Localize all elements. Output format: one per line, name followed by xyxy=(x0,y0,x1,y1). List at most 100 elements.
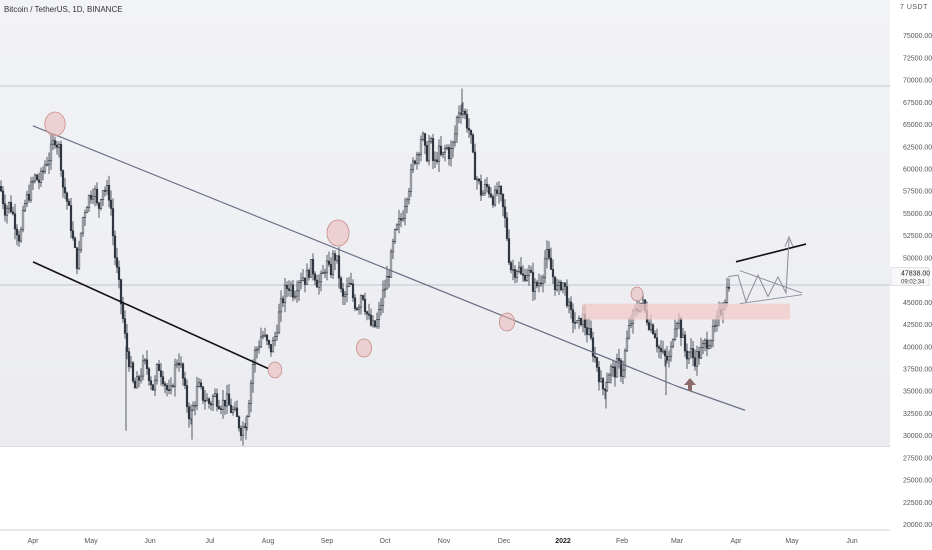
candle-body xyxy=(299,280,303,283)
candle-body xyxy=(459,112,463,115)
candle-body xyxy=(241,426,245,436)
candle-body xyxy=(79,232,83,251)
candle-body xyxy=(189,409,193,420)
candle-body xyxy=(289,284,293,291)
y-tick-label: 35000.00 xyxy=(903,389,932,396)
candle-body xyxy=(117,266,121,280)
candle-body xyxy=(305,270,309,285)
candle-body xyxy=(543,258,547,278)
y-tick-label: 55000.00 xyxy=(903,211,932,218)
candle-body xyxy=(495,189,499,194)
x-tick-label: Sep xyxy=(321,538,334,545)
candle-body xyxy=(457,112,461,118)
candle-body xyxy=(77,249,81,269)
ascending-trendline[interactable] xyxy=(32,261,269,370)
candle-body xyxy=(147,368,151,381)
candle-body xyxy=(125,333,129,352)
candle-body xyxy=(481,192,485,196)
candle-body xyxy=(237,416,241,429)
candle-body xyxy=(597,367,601,383)
candle-body xyxy=(43,164,47,172)
candle-body xyxy=(619,360,623,377)
candle-body xyxy=(53,140,57,146)
candle-body xyxy=(591,337,595,357)
candle-body xyxy=(511,269,515,271)
candle-body xyxy=(465,114,469,129)
candle-body xyxy=(607,374,611,383)
candle-body xyxy=(135,376,139,389)
candle-body xyxy=(569,301,573,311)
candle-body xyxy=(705,339,709,349)
candle-body xyxy=(151,384,155,391)
candle-body xyxy=(239,427,243,436)
candle-body xyxy=(283,285,287,304)
candle-body xyxy=(207,398,211,404)
candle-body xyxy=(387,276,391,278)
candle-body xyxy=(51,140,55,145)
candle-body xyxy=(137,376,141,381)
candle-body xyxy=(9,202,13,213)
candle-body xyxy=(99,199,103,209)
candle-body xyxy=(567,301,571,307)
candle-body xyxy=(419,139,423,155)
countdown-timer: 09:02:34 xyxy=(901,280,925,286)
candle-body xyxy=(347,282,351,288)
candle-body xyxy=(433,159,437,162)
candle-body xyxy=(119,279,123,305)
candle-body xyxy=(409,169,413,192)
candle-body xyxy=(473,151,477,180)
candle-body xyxy=(121,303,125,320)
candle-body xyxy=(193,405,197,407)
candle-body xyxy=(263,334,267,337)
candle-body xyxy=(587,328,591,335)
candle-body xyxy=(689,348,693,353)
candle-body xyxy=(179,363,183,366)
candle-body xyxy=(407,190,411,201)
candle-body xyxy=(447,147,451,160)
candle-body xyxy=(255,348,259,351)
candle-body xyxy=(329,264,333,276)
candle-body xyxy=(441,151,445,155)
candle-body xyxy=(233,407,237,411)
candle-body xyxy=(727,286,731,289)
descending-trendline[interactable] xyxy=(32,125,678,387)
candle-body xyxy=(83,212,87,218)
candle-body xyxy=(551,269,555,278)
candle-body xyxy=(0,185,3,192)
candle-body xyxy=(713,325,717,327)
ascending-trendline-extension xyxy=(735,243,807,263)
candle-body xyxy=(127,351,131,368)
candle-body xyxy=(169,385,173,391)
candle-body xyxy=(403,206,407,219)
candle-body xyxy=(455,117,459,135)
candle-body xyxy=(243,426,247,429)
candle-body xyxy=(571,309,575,323)
candle-body xyxy=(563,282,567,287)
candle-body xyxy=(235,407,239,417)
candle-body xyxy=(261,334,265,338)
touch-point-circle xyxy=(630,286,644,302)
candle-body xyxy=(181,363,185,379)
candle-body xyxy=(355,308,359,310)
candle-body xyxy=(613,366,617,378)
candle-body xyxy=(19,229,23,242)
candle-body xyxy=(63,186,67,194)
candle-body xyxy=(483,183,487,194)
candle-body xyxy=(93,188,97,197)
candle-body xyxy=(111,208,115,237)
candle-body xyxy=(605,382,609,391)
candle-body xyxy=(549,257,553,270)
y-tick-label: 20000.00 xyxy=(903,522,932,529)
candle-body xyxy=(499,185,503,195)
candle-body xyxy=(331,253,335,276)
candle-body xyxy=(277,311,281,334)
candle-body xyxy=(281,298,285,304)
candle-body xyxy=(709,340,713,347)
candle-body xyxy=(505,217,509,239)
candle-body xyxy=(493,189,497,206)
candle-body xyxy=(699,347,703,359)
candle-body xyxy=(325,260,329,273)
y-tick-label: 32500.00 xyxy=(903,411,932,418)
plot-area[interactable] xyxy=(0,0,890,530)
